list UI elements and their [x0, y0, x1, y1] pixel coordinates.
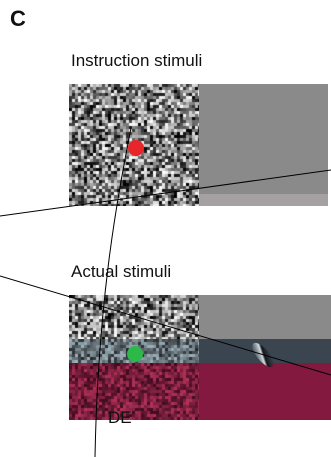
curve-line-bottom: [0, 275, 331, 376]
actual-noise-top: [69, 295, 199, 339]
instruction-stimulus: [69, 84, 328, 206]
panel-letter: C: [10, 6, 26, 31]
curve-line-top: [0, 169, 331, 217]
actual-fixation-dot: [127, 346, 143, 362]
instruction-bottom-strip: [199, 194, 328, 206]
de-curve: [94, 127, 132, 457]
actual-crimson-field: [199, 363, 331, 420]
instruction-stimuli-label: Instruction stimuli: [71, 51, 203, 70]
actual-noise-crimson: [69, 363, 199, 420]
actual-stimulus: [69, 295, 331, 420]
actual-stimuli-label: Actual stimuli: [71, 262, 172, 281]
instruction-gray-field: [199, 84, 328, 194]
de-label: DE: [108, 408, 132, 427]
instruction-fixation-dot: [128, 140, 144, 156]
actual-gray-field: [199, 295, 331, 339]
